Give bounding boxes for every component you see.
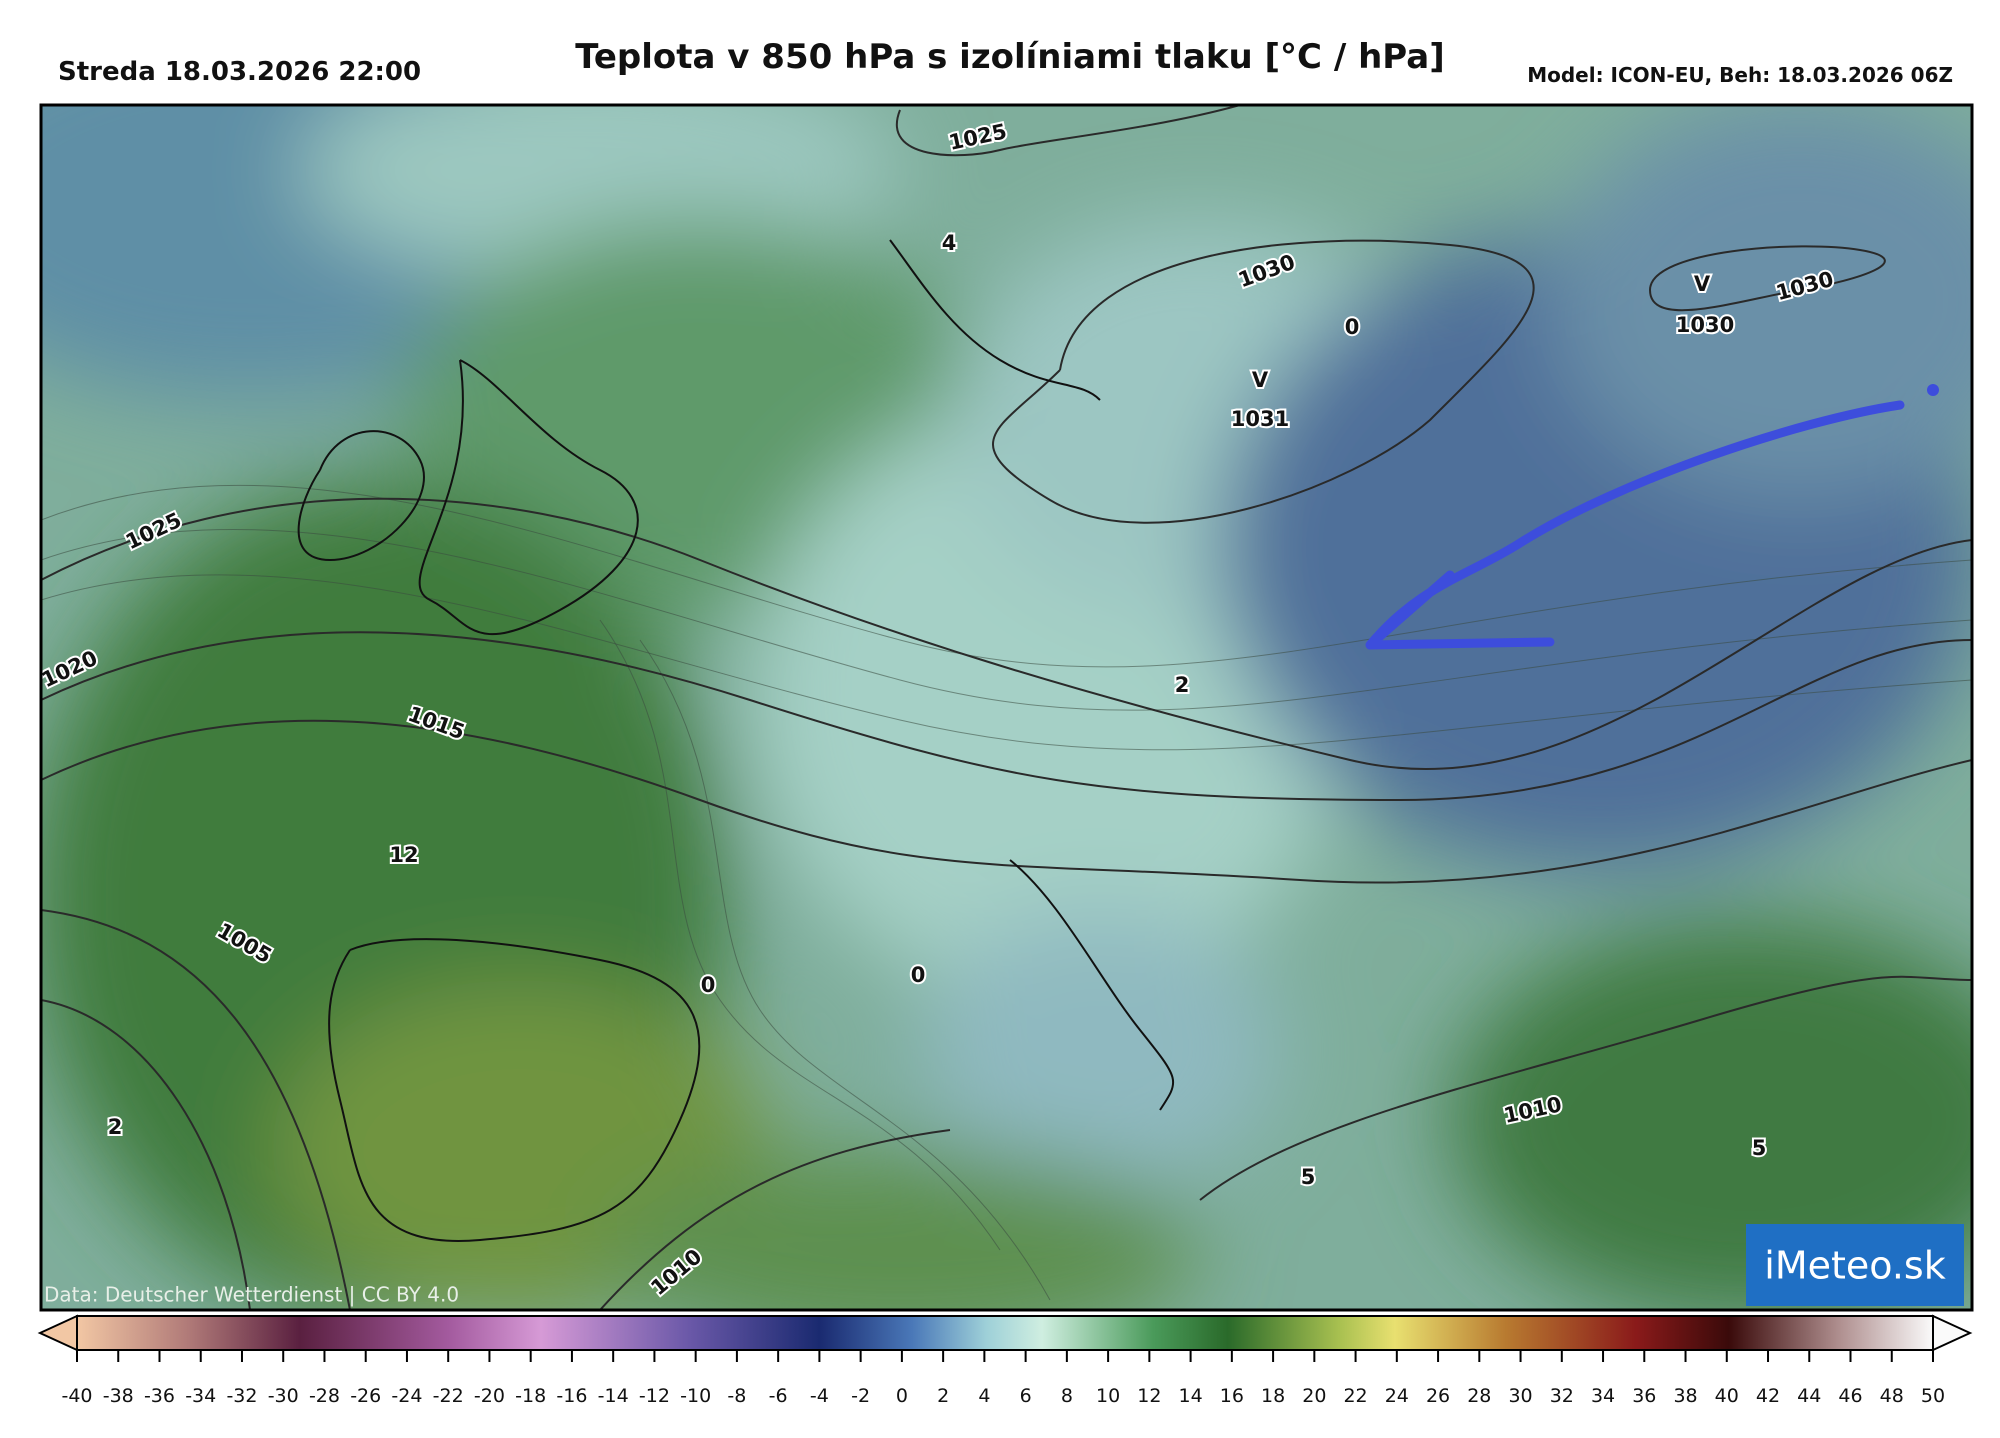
tick-label: -10 <box>680 1385 711 1407</box>
tick-label: -30 <box>268 1385 299 1407</box>
tick-label: -14 <box>598 1385 629 1407</box>
logo: iMeteo.sk <box>1764 1244 1945 1288</box>
tick-label: 20 <box>1302 1385 1326 1407</box>
tick-label: -2 <box>851 1385 870 1407</box>
tick-label: -32 <box>226 1385 257 1407</box>
tick-label: -26 <box>350 1385 381 1407</box>
logo-box <box>1746 1224 1964 1306</box>
tick-label: 32 <box>1550 1385 1574 1407</box>
isobar-label: 12 <box>389 843 418 867</box>
tick-label: 0 <box>896 1385 908 1407</box>
title: Teplota v 850 hPa s izolíniami tlaku [°C… <box>575 37 1445 77</box>
tick-label: -28 <box>309 1385 340 1407</box>
isobar-label: 1030 <box>1676 313 1734 337</box>
isobar-label: 0 <box>1345 315 1360 339</box>
tick-label: 24 <box>1385 1385 1409 1407</box>
date: Streda 18.03.2026 22:00 <box>58 57 421 87</box>
tick-label: 22 <box>1343 1385 1367 1407</box>
tick-label: -22 <box>433 1385 464 1407</box>
tick-label: 18 <box>1261 1385 1285 1407</box>
map-frame <box>39 103 1974 1312</box>
isobar-label: V <box>1252 368 1269 392</box>
annotation-arrow <box>1365 400 1905 650</box>
isobar-label: 2 <box>108 1115 123 1139</box>
tick-label: 10 <box>1096 1385 1120 1407</box>
tick-label: -16 <box>556 1385 587 1407</box>
tick-label: 34 <box>1591 1385 1615 1407</box>
tick-label: -38 <box>103 1385 134 1407</box>
tick-label: 28 <box>1467 1385 1491 1407</box>
tick-label: 38 <box>1673 1385 1697 1407</box>
tick-label: -24 <box>391 1385 422 1407</box>
tick-label: -18 <box>515 1385 546 1407</box>
tick-label: 12 <box>1137 1385 1161 1407</box>
tick-label: 44 <box>1797 1385 1821 1407</box>
isobar-label: V <box>1694 272 1711 296</box>
tick-label: 42 <box>1756 1385 1780 1407</box>
credit: Data: Deutscher Wetterdienst | CC BY 4.0 <box>44 1283 459 1307</box>
isobars <box>41 105 1972 1310</box>
tick-label: -12 <box>639 1385 670 1407</box>
tick-label: -34 <box>185 1385 216 1407</box>
tick-label: 6 <box>1020 1385 1032 1407</box>
isobar-label: 1031 <box>1231 407 1289 431</box>
isobar-label: 0 <box>701 973 716 997</box>
tick-label: 30 <box>1508 1385 1532 1407</box>
isobar-label: 2 <box>1175 673 1190 697</box>
coastlines <box>297 239 1174 1242</box>
tick-label: 14 <box>1179 1385 1203 1407</box>
tick-label: -8 <box>727 1385 746 1407</box>
isobar-label: 5 <box>1752 1136 1767 1160</box>
tick-label: 50 <box>1921 1385 1945 1407</box>
tick-label: 2 <box>937 1385 949 1407</box>
tick-label: -6 <box>769 1385 788 1407</box>
annotation-dot <box>1927 384 1939 396</box>
isobar-label: 0 <box>911 963 926 987</box>
tick-label: 46 <box>1838 1385 1862 1407</box>
tick-label: 36 <box>1632 1385 1656 1407</box>
model-info: Model: ICON-EU, Beh: 18.03.2026 06Z <box>1527 63 1953 87</box>
isobar-label: 5 <box>1301 1165 1316 1189</box>
tick-label: -36 <box>144 1385 175 1407</box>
tick-label: -40 <box>61 1385 92 1407</box>
tick-label: 16 <box>1220 1385 1244 1407</box>
tick-label: 40 <box>1715 1385 1739 1407</box>
colorbar: -40 -38 -36 -34 -32 -30 -28 -26 -24 -22 -20 -18 -16-… <box>37 1314 1973 1407</box>
isobar-label: 4 <box>942 231 957 255</box>
isotherms <box>41 484 1972 1301</box>
tick-label: 48 <box>1880 1385 1904 1407</box>
tick-label: 26 <box>1426 1385 1450 1407</box>
tick-label: -4 <box>810 1385 829 1407</box>
tick-label: 4 <box>978 1385 990 1407</box>
tick-label: 8 <box>1061 1385 1073 1407</box>
tick-label: -20 <box>474 1385 505 1407</box>
